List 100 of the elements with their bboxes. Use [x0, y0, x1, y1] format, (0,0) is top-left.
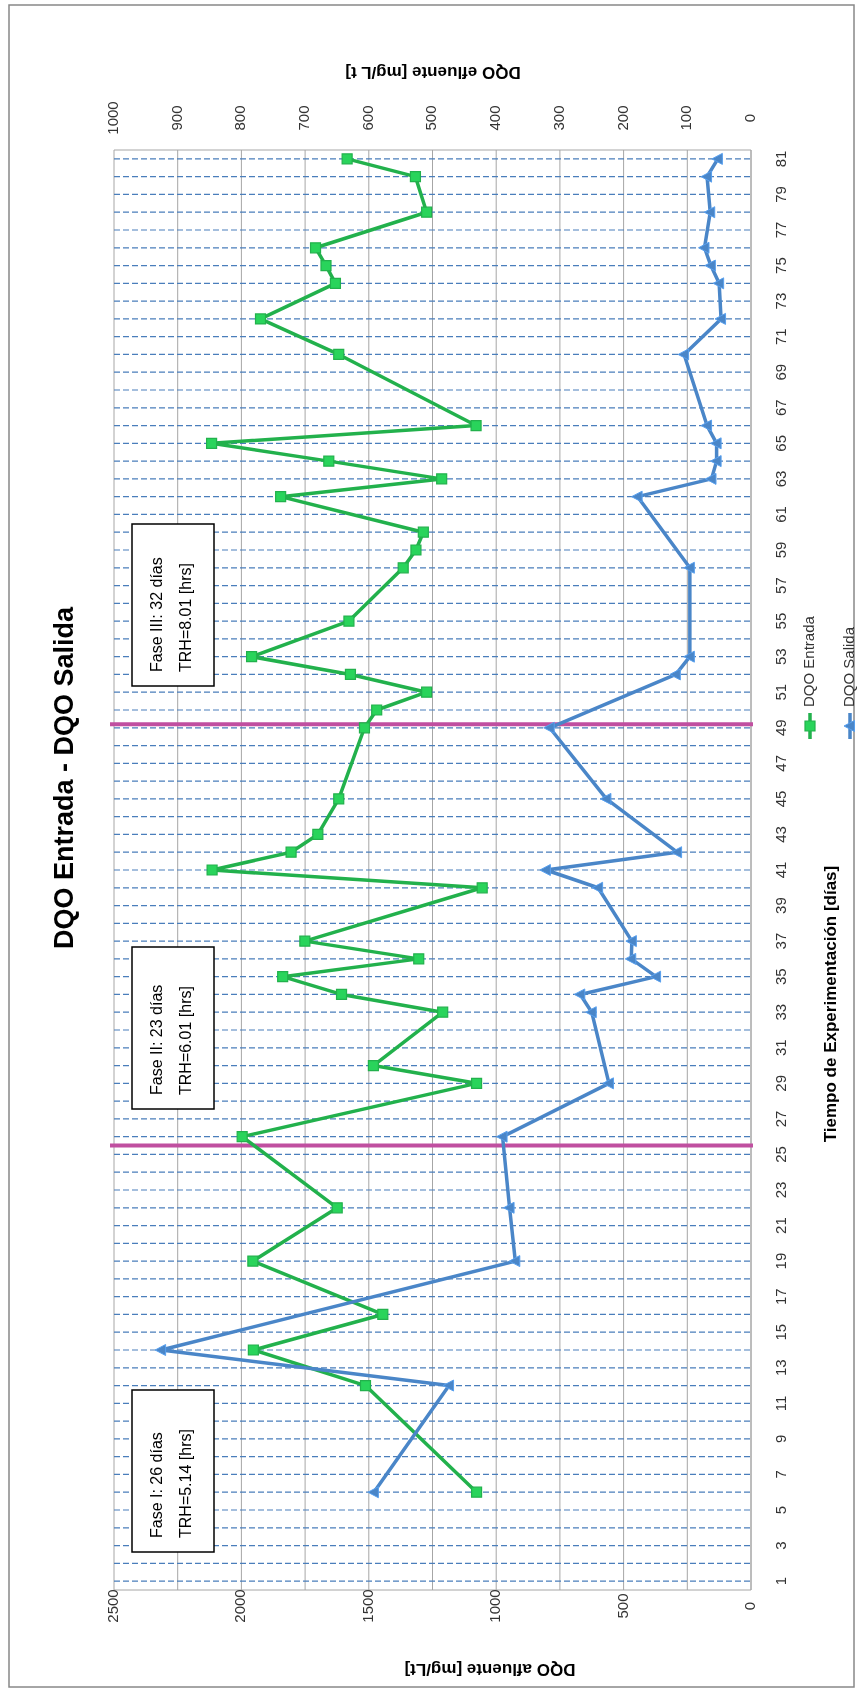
x2-tick-label: 500: [422, 105, 440, 131]
point: [331, 1202, 343, 1214]
x-tick-label: 2500: [103, 1589, 121, 1623]
y-axis-title: Tiempo de Experimentación [días]: [821, 865, 841, 1143]
text: DQO Entrada - DQO Salida: [49, 605, 80, 950]
x-tick-label: 2000: [231, 1589, 249, 1623]
y-tick-label: 9: [771, 1434, 789, 1444]
text: DQO Salida: [839, 626, 857, 707]
y-tick-label: 43: [771, 826, 789, 843]
point: [367, 1059, 379, 1072]
y-tick-label: 61: [771, 506, 789, 523]
x2-tick-label: 700: [295, 105, 313, 131]
y-tick-label: 41: [771, 861, 789, 879]
y-tick-label: 1: [771, 1576, 789, 1586]
point: [397, 562, 409, 574]
point: [470, 1077, 483, 1089]
note-box: Fase II: 23 días TRH=6.01 [hrs]: [131, 946, 215, 1110]
text: DQO Entrada: [799, 615, 817, 707]
y-tick-label: 73: [771, 292, 789, 310]
point: [254, 313, 267, 325]
annotation: Fase I: 26 días TRH=5.14 [hrs]: [148, 1429, 194, 1538]
y-tick-label: 51: [771, 683, 789, 701]
y-tick-label: 27: [771, 1110, 789, 1128]
y-tick-label: 75: [771, 257, 789, 274]
point: [285, 846, 297, 858]
point: [323, 455, 335, 467]
x-tick-label: 500: [613, 1593, 631, 1619]
point: [333, 793, 345, 805]
point: [476, 882, 488, 894]
note-box: Fase III: 32 días TRH=8.01 [hrs]: [131, 523, 215, 687]
y-tick-label: 25: [771, 1146, 789, 1163]
point: [277, 971, 289, 983]
y-tick-label: 13: [771, 1359, 789, 1377]
annotation: Fase II: 23 días TRH=6.01 [hrs]: [148, 984, 194, 1095]
point: [343, 615, 355, 627]
point: [312, 828, 324, 841]
point: [410, 544, 422, 556]
point: [409, 171, 422, 183]
y-tick-label: 11: [771, 1395, 789, 1412]
point: [245, 651, 258, 663]
point: [371, 704, 383, 716]
annotation: Fase III: 32 días TRH=8.01 [hrs]: [148, 557, 194, 672]
y-tick-label: 49: [771, 719, 789, 737]
point: [436, 473, 448, 485]
point: [320, 259, 332, 272]
point: [421, 686, 433, 698]
point: [335, 988, 348, 1001]
point: [470, 1486, 483, 1498]
y-tick-label: 47: [771, 754, 789, 772]
point: [470, 419, 482, 432]
x2-tick-label: 800: [231, 105, 249, 131]
x-tick-label: 1500: [358, 1589, 376, 1623]
x2-tick-label: 100: [677, 105, 695, 131]
y-tick-label: 17: [771, 1288, 789, 1306]
x-tick-label: 0: [740, 1601, 758, 1611]
y-tick-label: 7: [771, 1470, 789, 1479]
y-tick-label: 5: [771, 1505, 789, 1515]
y-tick-label: 67: [771, 399, 789, 417]
y-tick-label: 53: [771, 648, 789, 666]
point: [341, 153, 353, 165]
y-tick-label: 63: [771, 470, 789, 488]
y-tick-label: 3: [771, 1541, 789, 1550]
y-tick-label: 55: [771, 612, 789, 630]
point: [206, 864, 218, 876]
x2-axis-title: DQO efluente [mg/L t]: [345, 62, 521, 82]
point: [309, 242, 322, 254]
y-tick-label: 69: [771, 363, 789, 381]
point: [333, 348, 345, 361]
x2-tick-label: 400: [486, 105, 504, 131]
x2-tick-label: 900: [167, 105, 185, 131]
point: [344, 668, 357, 681]
y-tick-label: 37: [771, 932, 789, 950]
y-tick-label: 71: [771, 328, 789, 346]
y-tick-label: 15: [771, 1323, 789, 1341]
x2-tick-label: 200: [613, 105, 631, 131]
y-tick-label: 79: [771, 186, 789, 203]
y-tick-label: 81: [771, 150, 789, 168]
point: [275, 491, 287, 503]
y-tick-label: 31: [771, 1039, 789, 1057]
x2-tick-label: 300: [549, 105, 567, 131]
y-tick-label: 19: [771, 1252, 789, 1270]
point: [236, 1131, 248, 1143]
point: [247, 1255, 259, 1267]
y-tick-label: 23: [771, 1181, 789, 1199]
point: [205, 437, 218, 449]
x2-tick-label: 1000: [103, 101, 121, 135]
y-tick-label: 45: [771, 790, 789, 808]
point: [247, 1344, 259, 1356]
point: [421, 206, 433, 218]
x-axis-title: DQO afluente [mg/Lt]: [404, 1659, 576, 1679]
point: [359, 1379, 372, 1392]
y-tick-label: 33: [771, 1003, 789, 1021]
point: [299, 935, 311, 947]
y-tick-label: 65: [771, 434, 789, 452]
y-tick-label: 39: [771, 897, 789, 914]
point: [377, 1308, 389, 1321]
point: [329, 277, 342, 289]
y-tick-label: 29: [771, 1074, 789, 1092]
y-tick-label: 35: [771, 968, 789, 986]
y-tick-label: 59: [771, 541, 789, 559]
